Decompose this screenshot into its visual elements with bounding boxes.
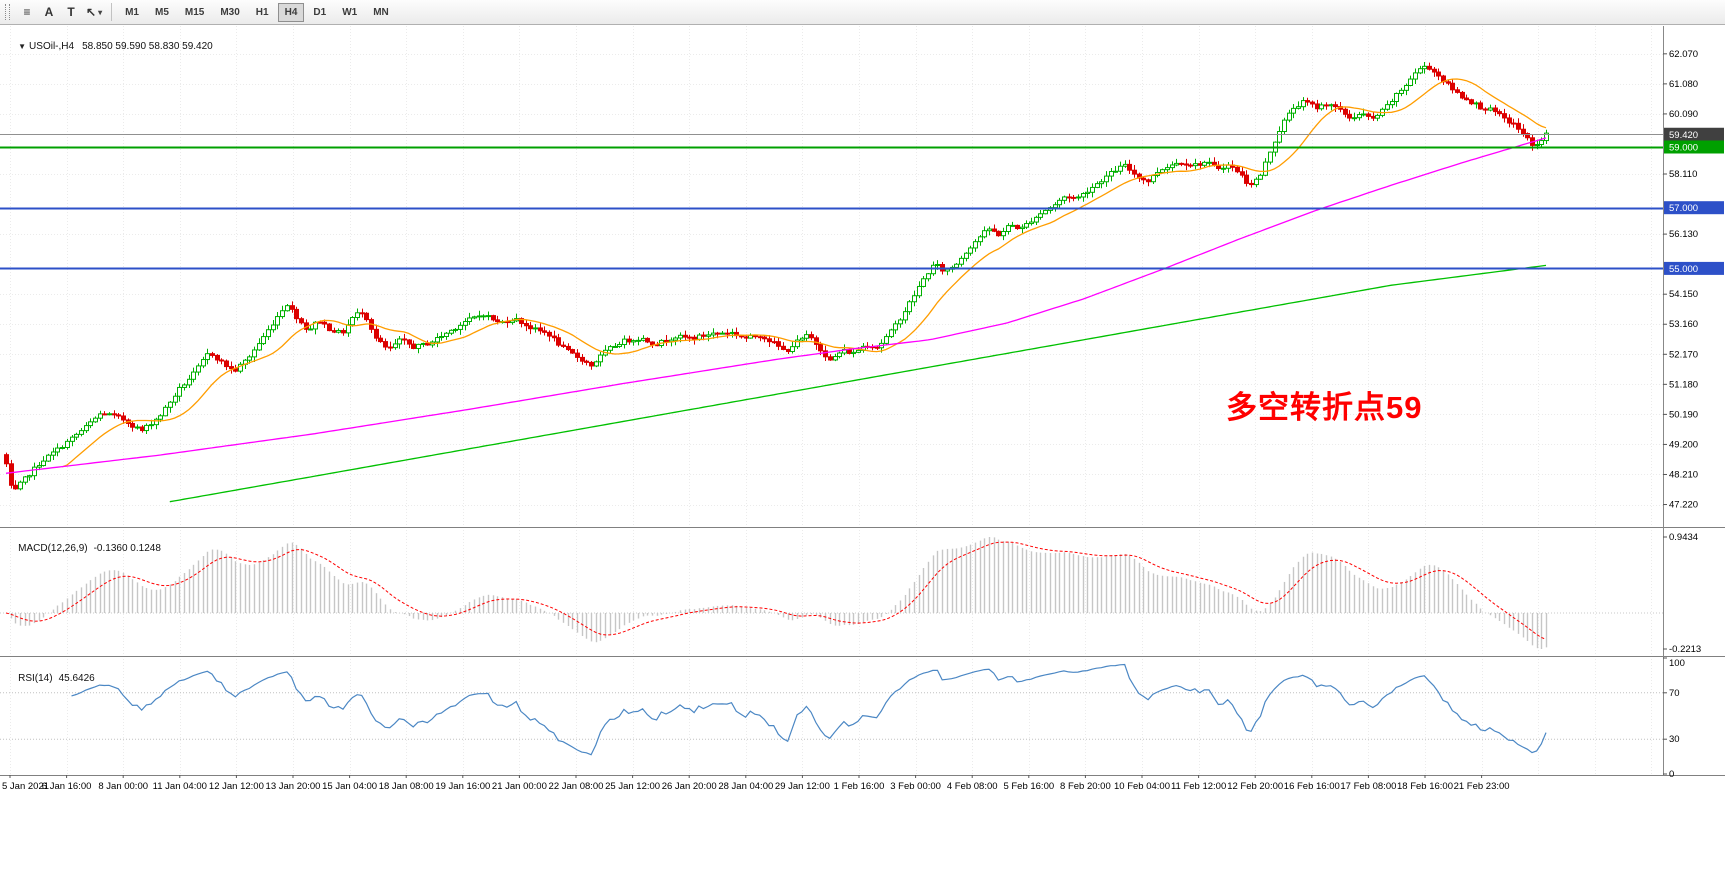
- time-axis-label: 15 Jan 04:00: [322, 781, 377, 792]
- price-tick-label: 60.090: [1669, 109, 1698, 120]
- time-axis-label: 19 Jan 16:00: [435, 781, 490, 792]
- price-badge: [1664, 127, 1724, 141]
- time-axis-label: 5 Jan 2021: [2, 781, 49, 792]
- macd-axis: 0.9434 -0.2213: [1663, 532, 1701, 655]
- price-tick-label: 51.180: [1669, 379, 1698, 390]
- macd-axis-min: -0.2213: [1669, 644, 1701, 655]
- macd-histogram: [0, 537, 1663, 649]
- price-tick-label: 54.150: [1669, 289, 1698, 300]
- timeframe-m30-button[interactable]: M30: [213, 3, 246, 22]
- price-tick-label: 53.160: [1669, 319, 1698, 330]
- rsi-plot: [0, 663, 1663, 756]
- macd-signal-line: [5, 541, 1547, 640]
- time-axis-label: 13 Jan 20:00: [266, 781, 321, 792]
- chart-area: 62.070 61.080 60.090 58.110 56.130 54.150 53.1…: [0, 26, 1725, 886]
- price-tick-label: 52.170: [1669, 349, 1698, 360]
- timeframe-d1-button[interactable]: D1: [306, 3, 333, 22]
- time-axis-label: 11 Feb 12:00: [1171, 781, 1226, 792]
- time-axis-label: 6 Jan 16:00: [42, 781, 92, 792]
- price-badge: [1664, 201, 1724, 215]
- time-axis-label: 12 Jan 12:00: [209, 781, 264, 792]
- toolbar-gripper[interactable]: [5, 4, 10, 20]
- price-tick-label: 58.110: [1669, 169, 1697, 180]
- price-badge-label: 59.000: [1669, 143, 1698, 154]
- price-tick-label: 48.210: [1669, 469, 1698, 480]
- price-tick-label: 56.130: [1669, 229, 1698, 240]
- horizontal-lines: [0, 134, 1663, 270]
- pane-separators: [0, 26, 1725, 776]
- timeframe-h4-button[interactable]: H4: [277, 2, 305, 22]
- list-icon: ≡: [23, 5, 31, 19]
- rsi-axis-label: 70: [1669, 688, 1680, 699]
- time-axis-label: 21 Feb 23:00: [1454, 781, 1510, 792]
- price-badge-label: 59.420: [1669, 130, 1698, 141]
- charts-list-button[interactable]: ≡: [16, 2, 38, 22]
- time-axis-label: 8 Feb 20:00: [1060, 781, 1111, 792]
- time-axis-label: 25 Jan 12:00: [605, 781, 660, 792]
- macd-axis-max: 0.9434: [1669, 532, 1698, 543]
- timeframe-mn-button[interactable]: MN: [366, 3, 396, 22]
- time-axis-label: 8 Jan 00:00: [98, 781, 148, 792]
- timeframe-m5-button[interactable]: M5: [148, 3, 176, 22]
- timeframe-m1-button[interactable]: M1: [118, 3, 146, 22]
- time-axis-label: 18 Jan 08:00: [379, 781, 434, 792]
- text-tool-button[interactable]: T: [60, 2, 82, 22]
- time-axis-label: 12 Feb 20:00: [1227, 781, 1283, 792]
- timeframe-h1-button[interactable]: H1: [249, 3, 276, 22]
- price-axis[interactable]: 62.070 61.080 60.090 58.110 56.130 54.150 53.1…: [1663, 49, 1724, 511]
- cursor-tool-button[interactable]: ↖ ▾: [82, 2, 106, 22]
- toolbar-separator: [111, 3, 113, 21]
- time-axis-label: 1 Feb 16:00: [834, 781, 885, 792]
- price-tick-label: 47.220: [1669, 500, 1698, 511]
- rsi-axis-label: 30: [1669, 734, 1680, 745]
- price-badge: [1664, 140, 1724, 154]
- price-badge: [1664, 261, 1724, 275]
- cursor-icon: ↖: [86, 5, 97, 19]
- chevron-down-icon: ▾: [98, 7, 103, 17]
- letter-t-icon: T: [67, 5, 75, 19]
- time-axis-label: 29 Jan 12:00: [775, 781, 830, 792]
- time-axis-label: 11 Jan 04:00: [153, 781, 207, 792]
- price-tick-label: 62.070: [1669, 49, 1698, 60]
- time-axis-label: 28 Jan 04:00: [718, 781, 773, 792]
- rsi-line: [71, 663, 1547, 756]
- rsi-axis-label: 0: [1669, 769, 1674, 780]
- time-axis-label: 10 Feb 04:00: [1114, 781, 1170, 792]
- time-axis-label: 16 Feb 16:00: [1284, 781, 1340, 792]
- rsi-axis: 100 70 30 0: [1663, 657, 1685, 780]
- toolbar: ≡ A T ↖ ▾ M1 M5 M15 M30 H1 H4 D1 W1 MN: [0, 0, 1725, 25]
- price-badge-label: 57.000: [1669, 203, 1698, 214]
- time-axis-label: 18 Feb 16:00: [1397, 781, 1453, 792]
- timeframe-m15-button[interactable]: M15: [178, 3, 211, 22]
- time-axis-label: 5 Feb 16:00: [1003, 781, 1054, 792]
- price-tick-label: 49.200: [1669, 439, 1698, 450]
- timeframe-w1-button[interactable]: W1: [335, 3, 364, 22]
- rsi-axis-label: 100: [1669, 658, 1685, 669]
- time-axis-label: 22 Jan 08:00: [549, 781, 604, 792]
- price-tick-label: 50.190: [1669, 409, 1698, 420]
- time-axis-label: 26 Jan 20:00: [662, 781, 717, 792]
- ma-mid-line: [5, 137, 1547, 474]
- ma-slow-line: [169, 264, 1547, 503]
- time-axis-label: 17 Feb 08:00: [1340, 781, 1396, 792]
- text-label-tool-button[interactable]: A: [38, 2, 60, 22]
- time-axis-label: 4 Feb 08:00: [947, 781, 998, 792]
- time-axis-label: 21 Jan 00:00: [492, 781, 547, 792]
- letter-a-icon: A: [44, 5, 54, 19]
- chart-canvas[interactable]: 62.070 61.080 60.090 58.110 56.130 54.150 53.1…: [0, 26, 1725, 886]
- annotation-text[interactable]: 多空转折点59: [1226, 390, 1423, 425]
- price-badge-label: 55.000: [1669, 264, 1698, 275]
- price-tick-label: 61.080: [1669, 79, 1698, 90]
- time-axis-label: 3 Feb 00:00: [890, 781, 941, 792]
